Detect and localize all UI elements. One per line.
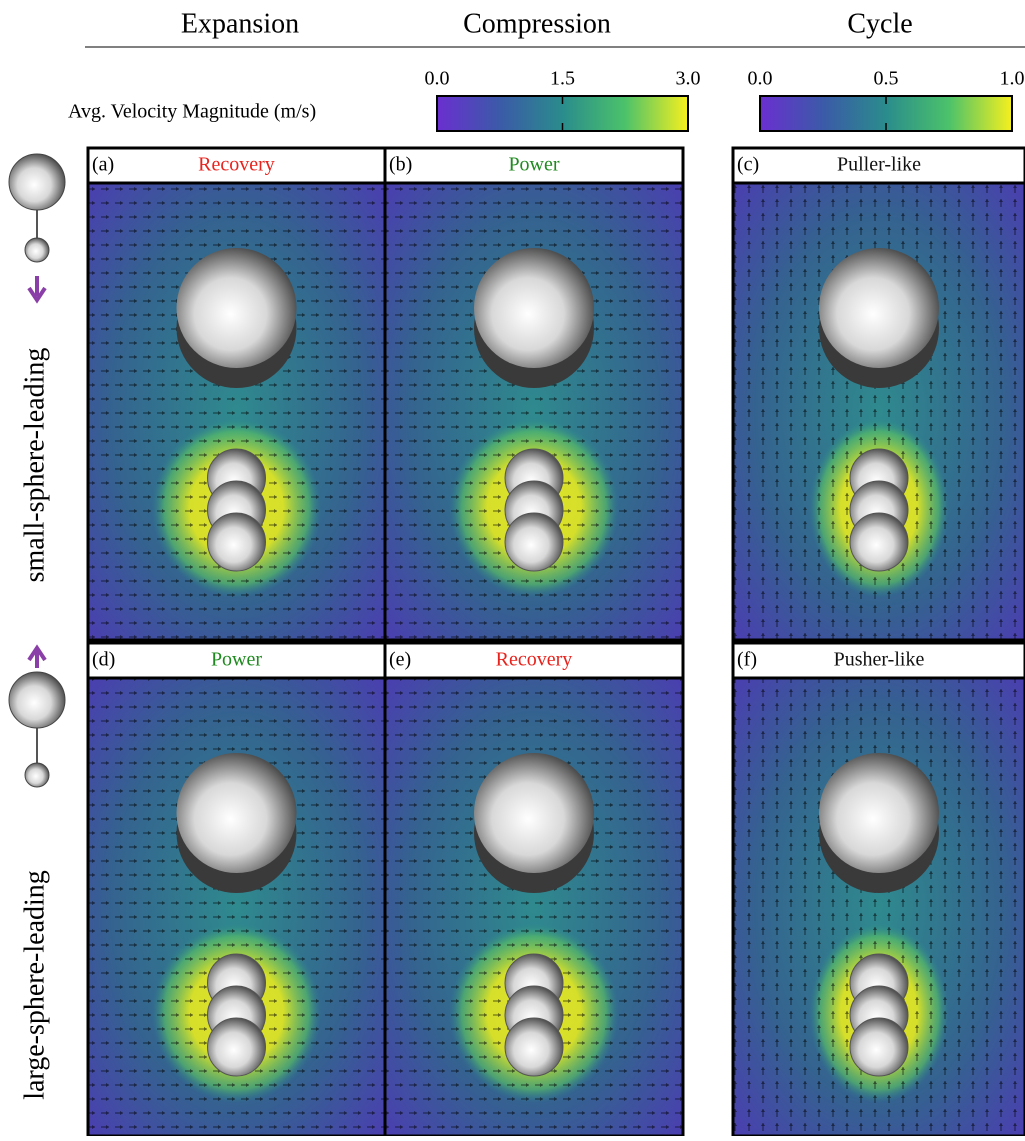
panel-title: Power xyxy=(211,649,262,671)
panel-tag: (c) xyxy=(737,154,759,176)
panel: (d) Power xyxy=(88,643,385,1136)
row-label: small-sphere-leading xyxy=(19,348,50,583)
panel-tag: (a) xyxy=(92,154,114,176)
panel: (b) Power xyxy=(385,148,683,640)
figure: Avg. Velocity Magnitude (m/s) Expansion C… xyxy=(0,0,1025,1136)
panel-tag: (f) xyxy=(737,649,757,671)
column-title: Compression xyxy=(463,8,611,39)
colorbar-tick-label: 0.5 xyxy=(874,68,899,90)
panel-title: Puller-like xyxy=(837,154,921,176)
colorbar-label: Avg. Velocity Magnitude (m/s) xyxy=(68,101,316,123)
large-sphere xyxy=(819,753,939,873)
panel-tag: (d) xyxy=(92,649,115,671)
small-sphere xyxy=(505,1018,563,1076)
panel: (c) Puller-like xyxy=(733,148,1025,640)
large-sphere xyxy=(177,248,297,368)
colorbar-tick-label: 1.0 xyxy=(1000,68,1025,90)
colorbar-tick-label: 0.0 xyxy=(425,68,450,90)
panel: (f) Pusher-like xyxy=(733,643,1025,1136)
large-sphere xyxy=(474,753,594,873)
panel-tag: (e) xyxy=(389,649,411,671)
colorbar-tick-label: 0.0 xyxy=(748,68,773,90)
column-title: Expansion xyxy=(181,8,299,39)
colorbar-tick-label: 1.5 xyxy=(550,68,575,90)
small-sphere xyxy=(850,513,908,571)
panel-tag: (b) xyxy=(389,154,412,176)
colorbar-tick-label: 3.0 xyxy=(676,68,701,90)
column-title: Cycle xyxy=(847,8,912,39)
small-sphere xyxy=(505,513,563,571)
panel-title: Recovery xyxy=(496,649,573,671)
row-label: large-sphere-leading xyxy=(19,870,50,1100)
large-sphere xyxy=(177,753,297,873)
large-sphere xyxy=(819,248,939,368)
small-sphere xyxy=(208,1018,266,1076)
panel-title: Recovery xyxy=(198,154,275,176)
panel: (e) Recovery xyxy=(385,643,683,1136)
large-sphere xyxy=(474,248,594,368)
panel-title: Power xyxy=(508,154,559,176)
panel: (a) Recovery xyxy=(88,148,385,640)
small-sphere xyxy=(208,513,266,571)
panel-title: Pusher-like xyxy=(834,649,925,671)
small-sphere xyxy=(850,1018,908,1076)
